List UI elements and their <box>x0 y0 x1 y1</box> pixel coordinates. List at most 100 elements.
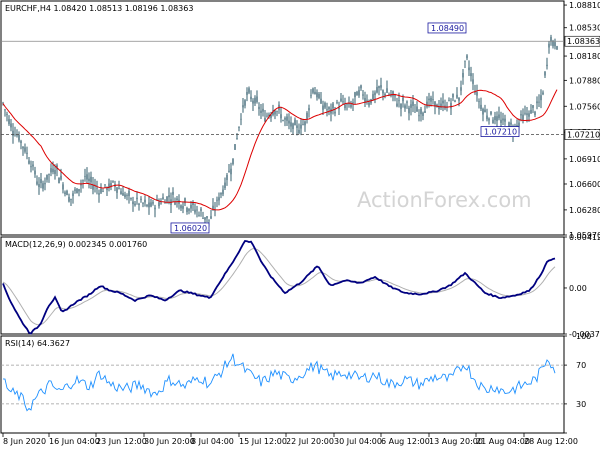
candle-body <box>20 141 22 144</box>
candle-body <box>296 125 298 128</box>
x-tick-label: 23 Jun 12:00 <box>96 437 147 446</box>
candle-body <box>162 197 164 200</box>
candle-body <box>254 97 256 104</box>
candle-body <box>106 188 108 191</box>
candle-body <box>226 174 228 181</box>
candle-body <box>264 118 266 122</box>
x-tick-label: 30 Jun 20:00 <box>144 437 195 446</box>
candle-body <box>314 91 316 95</box>
candle-body <box>90 176 92 183</box>
rsi-line <box>2 353 556 412</box>
candle-body <box>146 204 148 207</box>
candle-body <box>406 101 408 103</box>
price-annotation-label: 1.07210 <box>484 128 517 137</box>
candle-body <box>482 108 484 115</box>
candle-body <box>152 201 154 204</box>
candle-body <box>412 101 414 106</box>
candle-body <box>508 122 510 127</box>
candle-body <box>92 184 94 190</box>
candle-body <box>528 113 530 117</box>
candle-body <box>524 112 526 114</box>
candle-body <box>88 178 90 181</box>
candle-body <box>424 111 426 113</box>
candle-body <box>128 190 130 196</box>
candle-body <box>80 184 82 186</box>
candle-body <box>202 217 204 219</box>
price-tick-label: 1.08530 <box>569 24 600 33</box>
candle-body <box>384 93 386 96</box>
x-tick-label: 13 Aug 20:00 <box>429 437 483 446</box>
candle-body <box>422 112 424 116</box>
candle-body <box>4 109 6 111</box>
candle-body <box>408 107 410 114</box>
x-tick-label: 6 Aug 12:00 <box>381 437 430 446</box>
candle-body <box>64 192 66 195</box>
candle-body <box>292 123 294 130</box>
candle-body <box>244 100 246 106</box>
candle-body <box>452 93 454 98</box>
candle-body <box>148 202 150 208</box>
support-price-box <box>564 129 600 140</box>
candle-body <box>410 104 412 108</box>
candle-body <box>336 102 338 104</box>
candle-body <box>352 102 354 104</box>
candle-body <box>26 152 28 154</box>
candle-body <box>50 168 52 173</box>
candle-body <box>54 170 56 174</box>
candle-body <box>190 204 192 209</box>
rsi-tick-label: 30 <box>576 400 586 409</box>
candle-body <box>70 198 72 200</box>
candle-body <box>176 198 178 200</box>
candle-body <box>174 202 176 205</box>
candle-body <box>548 43 550 48</box>
candle-body <box>120 191 122 195</box>
macd-tick-label: -0.003726 <box>569 330 600 339</box>
candle-body <box>268 114 270 118</box>
candle-body <box>522 114 524 121</box>
candle-body <box>40 179 42 184</box>
candle-body <box>160 202 162 204</box>
candle-body <box>266 115 268 117</box>
rsi-tick-label: 70 <box>576 361 586 370</box>
candle-body <box>232 158 234 165</box>
candle-body <box>76 188 78 194</box>
candle-body <box>260 110 262 113</box>
candle-body <box>472 79 474 84</box>
candle-body <box>164 202 166 204</box>
candle-body <box>346 103 348 105</box>
candle-body <box>286 116 288 121</box>
candle-body <box>486 115 488 120</box>
candle-body <box>100 188 102 193</box>
rsi-panel <box>0 335 565 434</box>
candle-body <box>72 193 74 197</box>
candle-body <box>364 97 366 104</box>
candle-body <box>420 108 422 115</box>
candle-body <box>414 111 416 113</box>
candle-body <box>234 144 236 150</box>
candle-body <box>192 203 194 206</box>
candle-body <box>134 203 136 206</box>
candle-body <box>382 90 384 94</box>
candle-body <box>236 138 238 139</box>
candle-body <box>250 96 252 100</box>
candle-body <box>30 166 32 168</box>
price-tick-label: 1.07560 <box>569 102 600 111</box>
candle-body <box>282 120 284 121</box>
candle-body <box>180 205 182 209</box>
candle-body <box>556 46 558 50</box>
candle-body <box>374 92 376 96</box>
candle-body <box>328 107 330 110</box>
price-panel <box>0 0 565 236</box>
x-tick-label: 28 Aug 12:00 <box>524 437 578 446</box>
candle-body <box>456 94 458 98</box>
candle-body <box>400 103 402 109</box>
candle-body <box>222 189 224 195</box>
candle-body <box>2 102 4 104</box>
candle-body <box>224 182 226 189</box>
candle-body <box>36 181 38 185</box>
current-price-box <box>564 35 600 47</box>
macd-tick-label: 0.004125 <box>569 233 600 242</box>
candle-body <box>12 130 14 136</box>
candle-body <box>270 114 272 118</box>
candle-body <box>404 105 406 109</box>
